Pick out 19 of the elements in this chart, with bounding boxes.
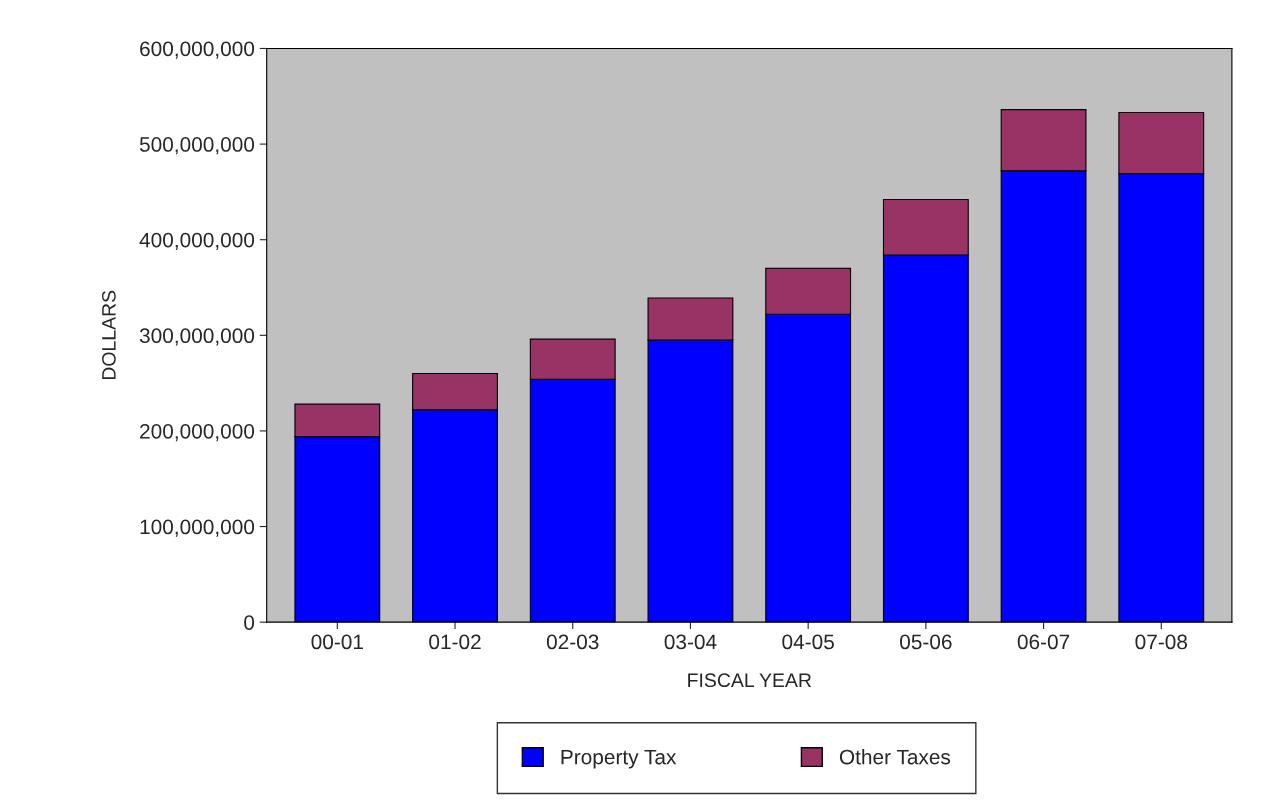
x-tick-label: 04-05: [782, 634, 834, 650]
x-tick-label: 00-01: [311, 634, 363, 650]
y-tick-label: 200,000,000: [140, 423, 255, 442]
y-tick-label: 100,000,000: [140, 519, 255, 537]
y-tick-label: 600,000,000: [140, 41, 255, 59]
x-axis-title: FISCAL YEAR: [688, 673, 812, 688]
x-tick-label: 05-06: [900, 634, 952, 650]
y-tick-label: 400,000,000: [139, 232, 255, 250]
legend-label: Property Tax: [561, 749, 677, 769]
x-tick-label: 06-07: [1017, 634, 1070, 650]
y-tick-label: 500,000,000: [139, 137, 255, 155]
x-tick-label: 03-04: [664, 634, 717, 650]
x-tick-label: 07-08: [1135, 634, 1188, 650]
y-tick-label: 0: [244, 615, 255, 630]
y-axis-title: DOLLARS: [101, 290, 116, 380]
y-tick-label: 300,000,000: [139, 328, 255, 346]
x-tick-label: 01-02: [429, 634, 481, 650]
x-tick-label: 02-03: [546, 634, 599, 650]
legend-label: Other Taxes: [839, 749, 951, 765]
